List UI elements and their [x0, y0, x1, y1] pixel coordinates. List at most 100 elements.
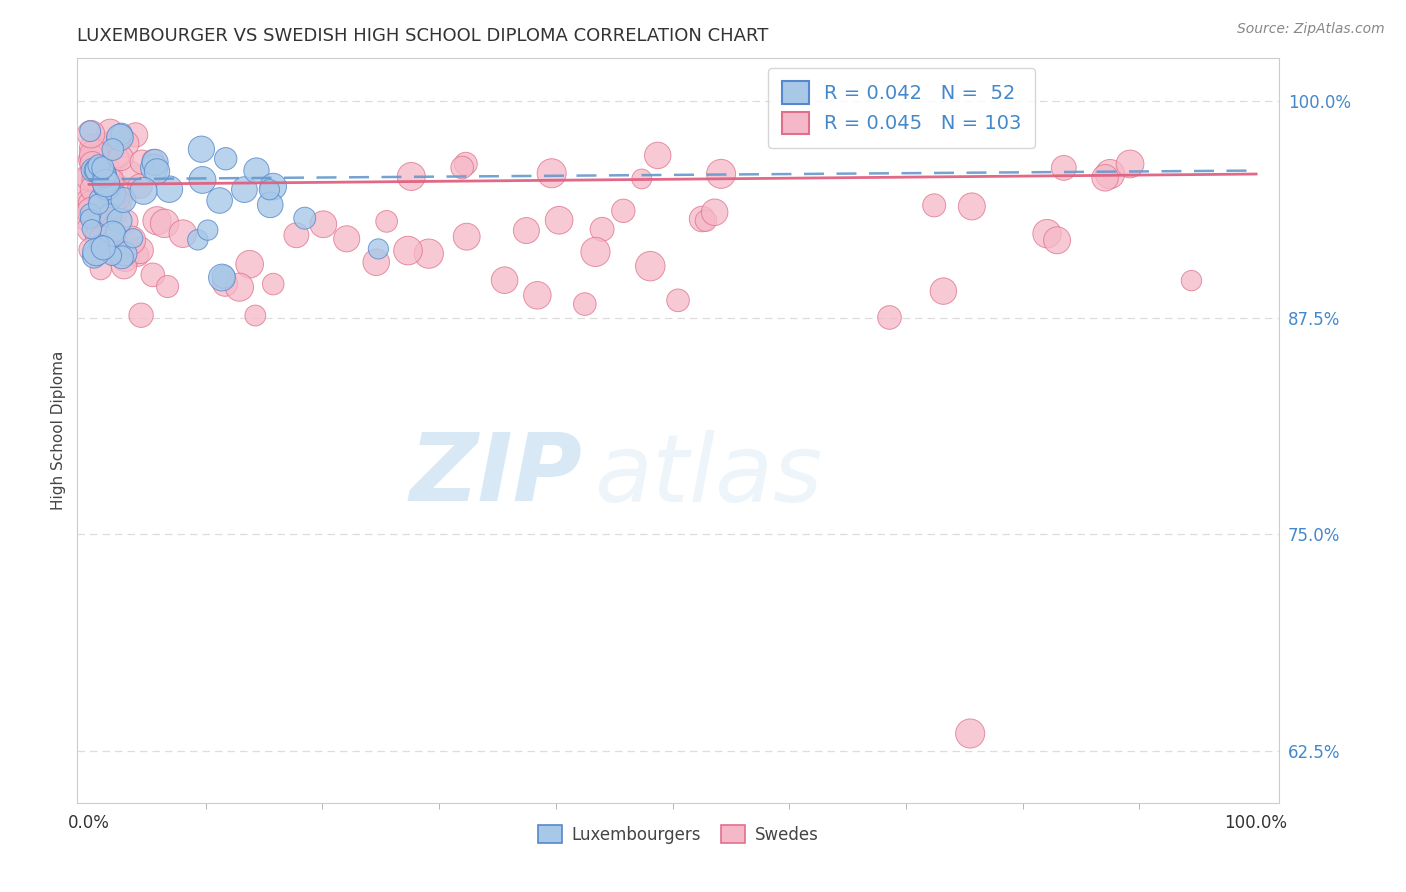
Point: [418, 246, 440, 260]
Point: [93, 169, 115, 183]
Point: [703, 205, 725, 219]
Point: [494, 273, 516, 287]
Point: [80, 222, 103, 236]
Point: [96, 143, 118, 157]
Point: [157, 182, 180, 196]
Point: [104, 225, 127, 239]
Point: [86, 227, 108, 242]
Point: [100, 174, 122, 188]
Point: [97, 222, 120, 236]
Point: [695, 213, 717, 227]
Point: [612, 203, 634, 218]
Point: [108, 130, 131, 145]
Point: [1053, 161, 1076, 175]
Point: [1036, 227, 1059, 241]
Point: [375, 214, 398, 228]
Point: [208, 194, 231, 208]
Point: [90, 262, 112, 277]
Point: [79, 243, 101, 257]
Point: [932, 284, 955, 298]
Point: [91, 161, 114, 175]
Point: [259, 183, 281, 197]
Point: [451, 161, 474, 175]
Point: [1046, 233, 1069, 247]
Point: [82, 157, 104, 171]
Point: [82, 172, 104, 186]
Point: [690, 211, 713, 226]
Point: [101, 227, 124, 241]
Point: [548, 213, 571, 227]
Point: [96, 181, 118, 195]
Point: [83, 141, 105, 155]
Point: [79, 152, 101, 166]
Point: [574, 297, 596, 311]
Point: [101, 202, 124, 216]
Point: [114, 250, 136, 264]
Point: [79, 211, 101, 226]
Point: [131, 155, 153, 169]
Point: [638, 259, 661, 273]
Point: [960, 199, 983, 213]
Point: [124, 128, 146, 142]
Point: [879, 310, 901, 325]
Point: [259, 198, 281, 212]
Point: [115, 214, 138, 228]
Text: ZIP: ZIP: [409, 429, 582, 521]
Point: [107, 130, 129, 145]
Point: [211, 270, 233, 285]
Point: [96, 179, 118, 194]
Point: [367, 242, 389, 256]
Point: [212, 269, 235, 284]
Point: [86, 162, 108, 177]
Point: [630, 172, 652, 186]
Legend: Luxembourgers, Swedes: Luxembourgers, Swedes: [531, 819, 825, 850]
Point: [108, 213, 131, 227]
Point: [233, 183, 256, 197]
Point: [312, 217, 335, 231]
Point: [336, 232, 359, 246]
Point: [146, 164, 169, 178]
Point: [87, 192, 110, 206]
Point: [142, 268, 165, 282]
Point: [515, 223, 537, 237]
Point: [245, 309, 267, 323]
Point: [93, 196, 115, 211]
Point: [129, 244, 152, 258]
Point: [153, 216, 176, 230]
Point: [97, 166, 120, 180]
Point: [89, 237, 111, 252]
Point: [82, 153, 104, 167]
Y-axis label: High School Diploma: High School Diploma: [51, 351, 66, 510]
Point: [285, 228, 308, 243]
Point: [79, 196, 101, 211]
Point: [98, 136, 121, 150]
Point: [83, 147, 105, 161]
Point: [112, 260, 135, 274]
Point: [98, 209, 121, 223]
Point: [103, 191, 125, 205]
Point: [79, 170, 101, 185]
Point: [401, 169, 423, 184]
Point: [101, 249, 124, 263]
Point: [710, 167, 733, 181]
Point: [107, 151, 129, 165]
Point: [94, 166, 117, 180]
Point: [585, 244, 607, 259]
Point: [143, 155, 166, 169]
Point: [104, 244, 127, 259]
Point: [294, 211, 316, 226]
Point: [80, 205, 103, 219]
Text: Source: ZipAtlas.com: Source: ZipAtlas.com: [1237, 22, 1385, 37]
Point: [94, 176, 117, 190]
Point: [214, 277, 236, 291]
Point: [98, 125, 121, 139]
Point: [129, 308, 152, 322]
Point: [228, 280, 250, 294]
Point: [959, 726, 981, 740]
Point: [97, 233, 120, 247]
Point: [262, 179, 284, 194]
Point: [366, 255, 388, 269]
Point: [190, 142, 212, 156]
Point: [108, 193, 131, 207]
Point: [132, 184, 155, 198]
